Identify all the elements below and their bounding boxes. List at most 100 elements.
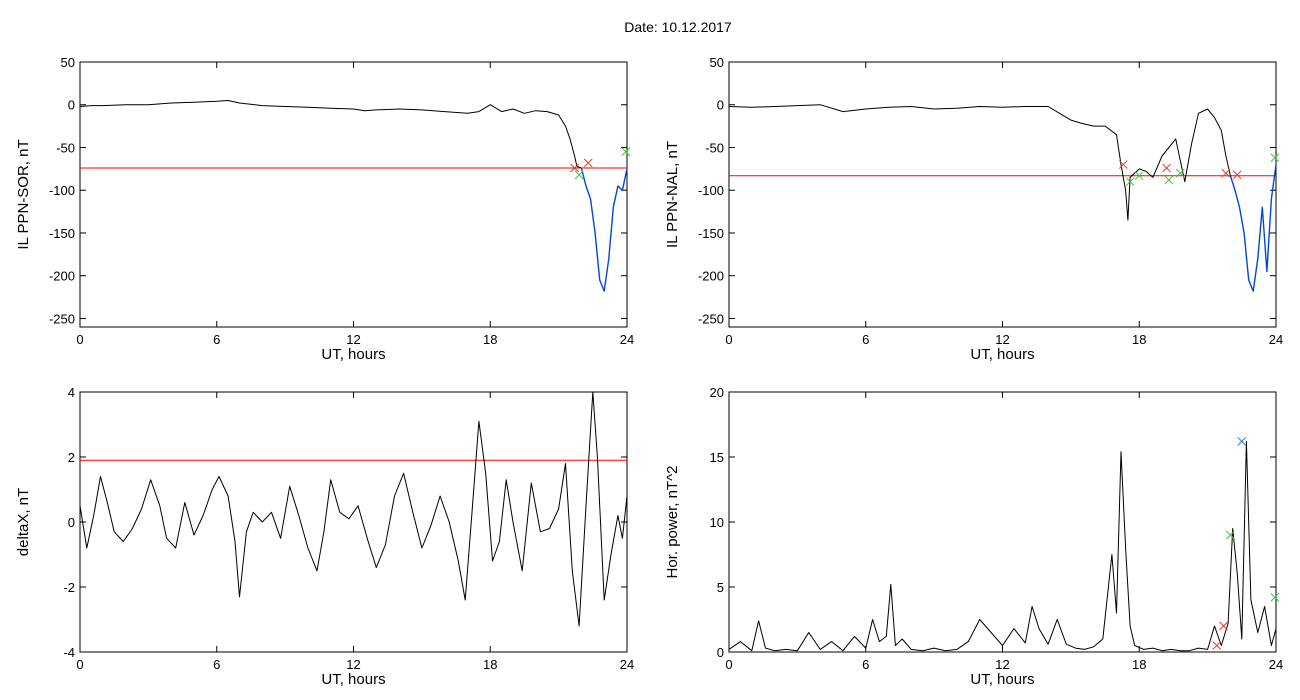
y-tick-label: -100 — [49, 183, 75, 198]
y-axis-title: Hor. power, nT^2 — [664, 466, 681, 579]
y-tick-label: -150 — [49, 226, 75, 241]
marker-stroke — [1175, 168, 1185, 178]
data-marker — [583, 158, 593, 168]
data-marker — [1164, 175, 1174, 185]
y-tick-label: 20 — [710, 385, 724, 400]
x-tick-label: 6 — [862, 657, 869, 672]
x-axis-title: UT, hours — [970, 346, 1034, 363]
marker-stroke — [1270, 593, 1280, 602]
y-tick-label: -250 — [698, 311, 724, 326]
x-tick-label: 24 — [1269, 657, 1283, 672]
y-tick-label: -150 — [698, 226, 724, 241]
data-marker — [574, 170, 584, 180]
y-tick-label: 0 — [717, 645, 724, 660]
y-tick-label: 50 — [710, 55, 724, 70]
data-marker — [1175, 168, 1185, 178]
date-value: 10.12.2017 — [661, 19, 732, 35]
series-line-1 — [728, 440, 1277, 652]
y-tick-label: 0 — [68, 515, 75, 530]
y-tick-label: 0 — [68, 98, 75, 113]
chart-panel-1: 0 6 12 18 24 50 0 -50 -100 -150 -200 -250 UT, hours I… — [15, 55, 634, 363]
marker-stroke — [1226, 530, 1235, 540]
data-marker — [1237, 437, 1247, 446]
plot-frame — [728, 391, 1277, 653]
marker-stroke — [1221, 168, 1231, 178]
marker-stroke — [583, 158, 593, 168]
y-tick-label: 0 — [717, 98, 724, 113]
marker-stroke — [1237, 437, 1247, 446]
y-tick-label: 10 — [710, 515, 724, 530]
marker-stroke — [1212, 641, 1222, 650]
y-tick-label: -250 — [49, 311, 75, 326]
y-tick-label: -100 — [698, 183, 724, 198]
marker-stroke — [1219, 621, 1228, 631]
data-marker — [1118, 160, 1128, 169]
page-title: Date: 10.12.2017 — [0, 19, 1300, 35]
data-marker — [1226, 530, 1235, 540]
data-marker — [570, 163, 579, 173]
data-marker — [1162, 163, 1171, 173]
x-tick-label: 18 — [483, 332, 497, 347]
marker-stroke — [1232, 170, 1242, 180]
data-marker — [1232, 170, 1242, 180]
marker-stroke — [1270, 153, 1280, 163]
plot-frame — [79, 391, 628, 653]
data-marker — [1221, 168, 1231, 178]
marker-stroke — [574, 170, 584, 180]
x-tick-label: 0 — [76, 332, 83, 347]
x-axis-title: UT, hours — [321, 346, 385, 363]
y-tick-label: -50 — [705, 140, 724, 155]
y-tick-label: -50 — [56, 140, 75, 155]
x-tick-label: 6 — [862, 332, 869, 347]
x-tick-label: 0 — [725, 657, 732, 672]
y-tick-label: 2 — [68, 450, 75, 465]
x-tick-label: 18 — [1132, 332, 1146, 347]
y-axis-title: deltaX, nT — [15, 488, 32, 556]
plot-frame — [79, 61, 628, 328]
x-tick-label: 18 — [483, 657, 497, 672]
series-line-2 — [580, 167, 628, 292]
series-line-1 — [79, 391, 628, 627]
x-tick-label: 18 — [1132, 657, 1146, 672]
y-tick-label: 4 — [68, 385, 75, 400]
marker-stroke — [1162, 163, 1171, 173]
x-axis-title: UT, hours — [321, 671, 385, 688]
chart-panel-4: 0 6 12 18 24 20 15 10 5 0 UT, hours Hor. power, nT^… — [664, 385, 1283, 688]
series-line-2 — [1229, 164, 1277, 292]
plot-frame — [728, 61, 1277, 328]
y-axis-title: IL PPN-NAL, nT — [664, 141, 681, 248]
x-axis-title: UT, hours — [970, 671, 1034, 688]
x-tick-label: 12 — [346, 332, 360, 347]
y-tick-label: 5 — [717, 580, 724, 595]
y-tick-label: -200 — [698, 269, 724, 284]
y-tick-label: -4 — [63, 645, 75, 660]
x-tick-label: 0 — [725, 332, 732, 347]
data-marker — [1212, 641, 1222, 650]
x-tick-label: 24 — [620, 332, 634, 347]
data-marker — [1219, 621, 1228, 631]
chart-panel-3: 0 6 12 18 24 4 2 0 -2 -4 UT, hours deltaX, nT — [15, 385, 634, 688]
y-tick-label: -2 — [63, 580, 75, 595]
data-marker — [1270, 153, 1280, 163]
data-marker — [1125, 177, 1135, 187]
y-tick-label: -200 — [49, 269, 75, 284]
x-tick-label: 12 — [346, 657, 360, 672]
y-tick-label: 50 — [61, 55, 75, 70]
marker-stroke — [1125, 177, 1135, 187]
data-marker — [1134, 171, 1144, 181]
x-tick-label: 6 — [213, 657, 220, 672]
x-tick-label: 12 — [995, 657, 1009, 672]
marker-stroke — [570, 163, 579, 173]
y-axis-title: IL PPN-SOR, nT — [15, 139, 32, 249]
marker-stroke — [1134, 171, 1144, 181]
chart-panel-2: 0 6 12 18 24 50 0 -50 -100 -150 -200 -250 UT, hours I… — [664, 55, 1283, 363]
y-tick-label: 15 — [710, 450, 724, 465]
marker-stroke — [1118, 160, 1128, 169]
data-marker — [621, 147, 631, 157]
marker-stroke — [1164, 175, 1174, 185]
x-tick-label: 24 — [1269, 332, 1283, 347]
x-tick-label: 6 — [213, 332, 220, 347]
x-tick-label: 12 — [995, 332, 1009, 347]
series-line-1 — [79, 100, 582, 169]
